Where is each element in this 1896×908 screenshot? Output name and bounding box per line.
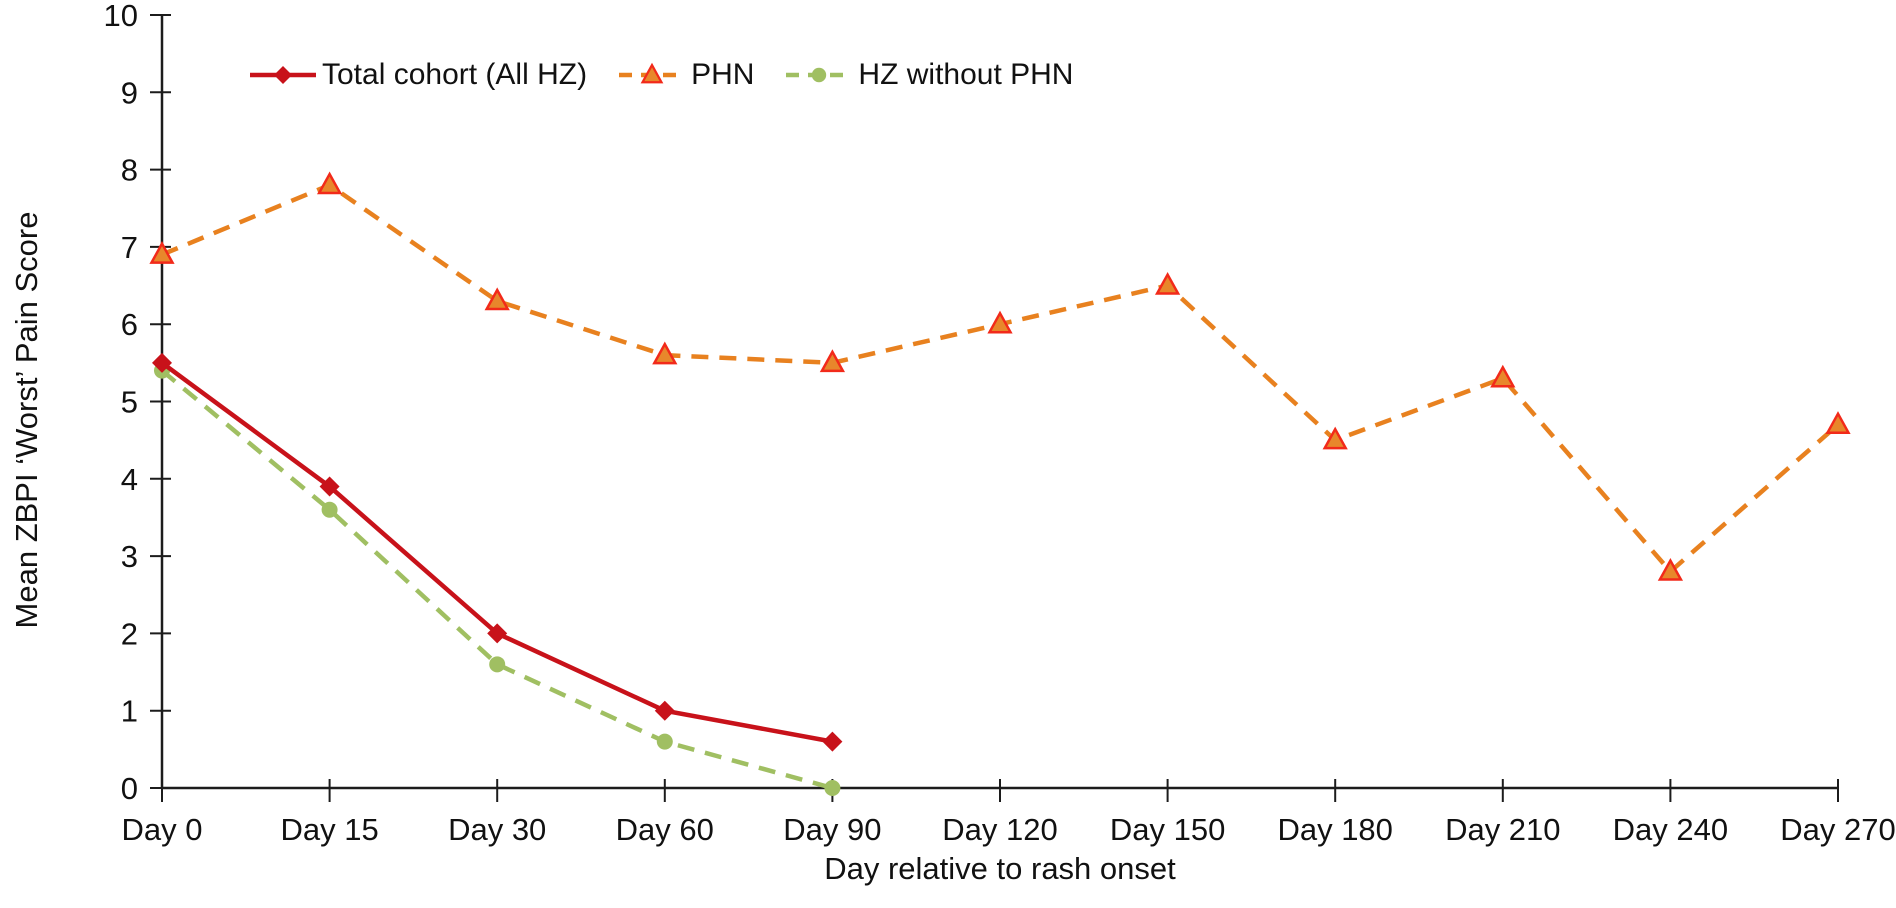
x-tick-label: Day 60: [616, 812, 714, 847]
y-tick-label: 1: [121, 694, 138, 729]
phn-marker: [640, 62, 664, 84]
hz-without-phn-line: [160, 368, 834, 791]
hz-without-phn-line-sample: [786, 67, 853, 83]
y-tick-label: 6: [121, 307, 138, 342]
total-cohort-all-hz-marker: [152, 352, 172, 373]
y-tick-label: 2: [121, 616, 138, 651]
legend-label-hz-without-phn: HZ without PHN: [858, 58, 1074, 91]
hz-without-phn-marker: [656, 733, 673, 750]
x-tick-label: Day 270: [1780, 812, 1895, 847]
legend-label-total-cohort: Total cohort (All HZ): [322, 58, 588, 91]
hz-without-phn-marker: [321, 501, 338, 518]
series-total-cohort-all-hz: [152, 352, 843, 752]
phn-marker: [1490, 364, 1516, 388]
phn-marker: [652, 341, 678, 365]
legend-item-hz-without-phn: HZ without PHN: [784, 58, 1073, 92]
y-tick-label: 4: [121, 462, 138, 497]
y-tick-label: 5: [121, 385, 138, 420]
phn-line: [161, 182, 1840, 575]
phn-marker: [1154, 271, 1181, 295]
phn-marker: [1322, 426, 1348, 450]
x-tick-label: Day 150: [1110, 812, 1225, 847]
total-cohort-line-sample: [250, 66, 316, 84]
phn-marker: [1657, 557, 1684, 581]
x-tick-label: Day 210: [1445, 812, 1560, 847]
series-hz-without-phn: [154, 362, 841, 796]
hz-without-phn-marker: [489, 656, 506, 673]
x-tick-label: Day 90: [783, 812, 881, 847]
axes: [160, 15, 1838, 790]
series-phn: [149, 171, 1851, 581]
phn-marker: [149, 241, 175, 264]
y-tick-label: 10: [104, 0, 138, 33]
y-tick-label: 7: [121, 230, 138, 265]
x-axis-title: Day relative to rash onset: [824, 851, 1176, 886]
x-tick-label: Day 240: [1613, 812, 1728, 847]
phn-marker: [819, 349, 846, 373]
total-cohort-all-hz-marker: [822, 731, 843, 752]
x-tick-label: Day 0: [122, 812, 203, 847]
y-axis-ticks: 0 1 2 3 4 5 6 7 8 9 10: [104, 0, 171, 806]
phn-line-sample: [619, 62, 686, 84]
x-tick-label: Day 180: [1277, 812, 1392, 847]
y-tick-label: 8: [121, 153, 138, 188]
phn-marker: [316, 171, 343, 195]
legend-item-phn: PHN: [617, 58, 754, 92]
total-cohort-all-hz-line: [160, 361, 833, 744]
total-cohort-all-hz-marker: [319, 476, 340, 497]
total-cohort-all-hz-marker: [654, 700, 675, 721]
x-axis-ticks: Day 0 Day 15 Day 30 Day 60 Day 90 Day 120 Day …: [122, 779, 1896, 847]
y-tick-label: 9: [121, 75, 138, 110]
total-cohort-all-hz-marker: [487, 623, 508, 644]
hz-without-phn-marker: [824, 780, 841, 796]
y-tick-label: 3: [121, 539, 138, 574]
x-tick-label: Day 15: [280, 812, 378, 847]
y-tick-label: 0: [121, 771, 138, 806]
legend-item-total-cohort: Total cohort (All HZ): [248, 58, 587, 92]
phn-marker: [987, 310, 1013, 334]
phn-marker: [1825, 411, 1851, 434]
legend-label-phn: PHN: [691, 58, 755, 91]
hz-without-phn-marker: [812, 67, 827, 83]
phn-marker: [484, 287, 510, 311]
x-tick-label: Day 30: [448, 812, 546, 847]
total-cohort-all-hz-marker: [274, 66, 292, 84]
x-tick-label: Day 120: [942, 812, 1057, 847]
y-axis-title: Mean ZBPI ‘Worst’ Pain Score: [9, 211, 44, 629]
legend: Total cohort (All HZ) PHN HZ without PHN: [248, 58, 1073, 92]
